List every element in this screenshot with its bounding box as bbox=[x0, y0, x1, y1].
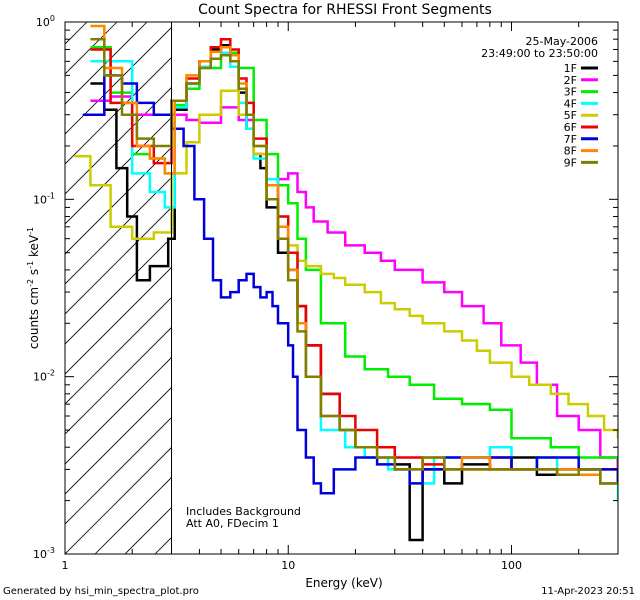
date-label: 25-May-2006 bbox=[526, 35, 598, 48]
legend-label-2F: 2F bbox=[564, 74, 577, 87]
legend-label-3F: 3F bbox=[564, 86, 577, 99]
y-tick-label: 10-1 bbox=[33, 191, 55, 206]
y-label-exp: -2 bbox=[26, 279, 35, 287]
legend-label-5F: 5F bbox=[564, 109, 577, 122]
legend-label-1F: 1F bbox=[564, 62, 577, 75]
hatch-line bbox=[65, 86, 172, 195]
hatch-line bbox=[65, 26, 172, 135]
legend-label-4F: 4F bbox=[564, 97, 577, 110]
y-tick-label: 10-2 bbox=[33, 369, 55, 384]
chart-title: Count Spectra for RHESSI Front Segments bbox=[198, 2, 492, 18]
hatch-line bbox=[65, 236, 172, 345]
x-tick-label: 100 bbox=[501, 559, 522, 572]
time-range-label: 23:49:00 to 23:50:00 bbox=[481, 47, 598, 60]
hatch-line bbox=[65, 206, 172, 315]
plot-frame bbox=[64, 21, 619, 555]
x-tick-label: 10 bbox=[281, 559, 295, 572]
hatch-line bbox=[65, 416, 172, 525]
axes: 1 10 100 10-3 10-2 10-1 100 bbox=[33, 14, 619, 572]
legend-label-7F: 7F bbox=[564, 133, 577, 146]
y-label-part: keV bbox=[27, 234, 41, 261]
legend-label-8F: 8F bbox=[564, 145, 577, 158]
hatch-line bbox=[65, 386, 172, 495]
footer-timestamp: 11-Apr-2023 20:51 bbox=[541, 586, 635, 597]
series-line-5F bbox=[74, 89, 618, 439]
footer-generated-by: Generated by hsi_min_spectra_plot.pro bbox=[3, 586, 199, 597]
hatch-line bbox=[65, 446, 172, 554]
hatch-line bbox=[65, 56, 172, 165]
x-axis-label: Energy (keV) bbox=[305, 576, 382, 590]
x-tick-label: 1 bbox=[62, 559, 69, 572]
annotation-background: Includes Background bbox=[186, 505, 301, 518]
y-tick-label: 100 bbox=[36, 14, 55, 29]
y-tick-label: 10-3 bbox=[33, 546, 55, 561]
hatch-line bbox=[65, 266, 172, 375]
y-label-part: counts cm bbox=[27, 287, 41, 349]
annotation-attenuator: Att A0, FDecim 1 bbox=[186, 517, 279, 530]
y-label-exp: -1 bbox=[26, 227, 35, 235]
series-line-9F bbox=[90, 37, 618, 485]
y-label-exp: -1 bbox=[26, 261, 35, 269]
legend-label-6F: 6F bbox=[564, 121, 577, 134]
hatch-region bbox=[65, 22, 172, 554]
legend-label-9F: 9F bbox=[564, 156, 577, 169]
y-axis-label: counts cm-2 s-1 keV-1 bbox=[26, 227, 41, 349]
y-label-part: s bbox=[27, 269, 41, 279]
